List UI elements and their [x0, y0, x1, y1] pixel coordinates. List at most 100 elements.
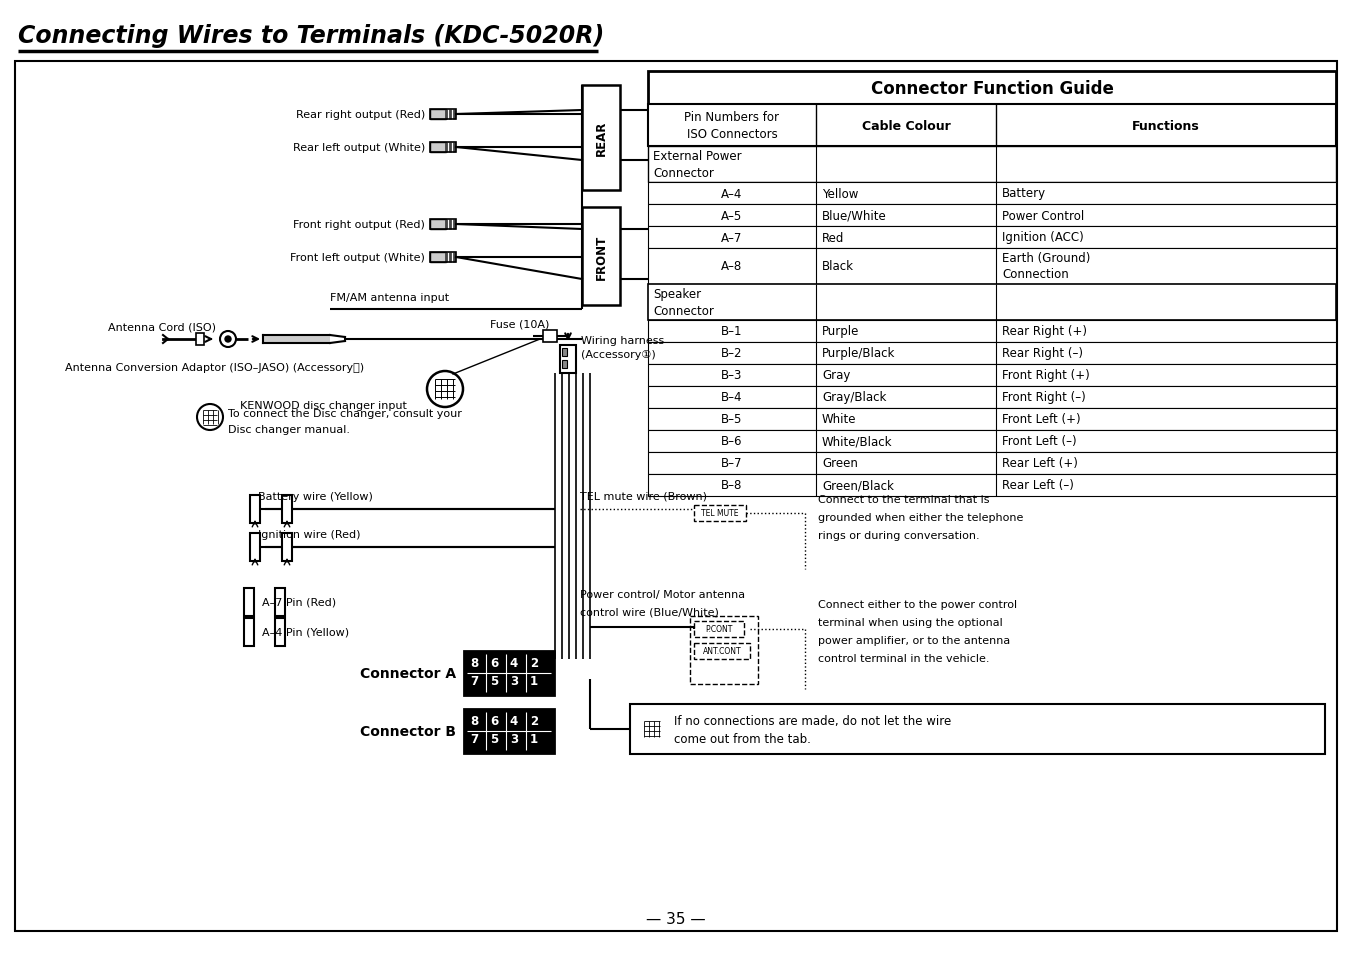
Bar — [690, 617, 758, 684]
Text: White/Black: White/Black — [822, 435, 892, 448]
Text: If no connections are made, do not let the wire: If no connections are made, do not let t… — [675, 715, 952, 728]
Text: A–7: A–7 — [722, 232, 742, 244]
Bar — [464, 651, 554, 696]
Text: ANT.CONT: ANT.CONT — [703, 647, 741, 656]
Bar — [250, 534, 260, 561]
Text: 8: 8 — [470, 657, 479, 670]
Bar — [581, 86, 621, 191]
Bar — [648, 147, 1336, 183]
Text: Connector B: Connector B — [360, 724, 456, 739]
Bar — [648, 409, 1336, 431]
Bar — [243, 618, 254, 646]
Text: Rear Left (–): Rear Left (–) — [1002, 479, 1073, 492]
Text: B–8: B–8 — [722, 479, 742, 492]
Text: — 35 —: — 35 — — [646, 911, 706, 926]
Bar — [560, 346, 576, 374]
Text: P.CONT: P.CONT — [706, 625, 733, 634]
Text: TEL MUTE: TEL MUTE — [702, 509, 738, 518]
Text: 7: 7 — [470, 733, 479, 745]
Text: Rear Right (+): Rear Right (+) — [1002, 325, 1087, 338]
Text: Connector Function Guide: Connector Function Guide — [871, 79, 1114, 97]
Text: Connecting Wires to Terminals (KDC-5020R): Connecting Wires to Terminals (KDC-5020R… — [18, 24, 604, 48]
Text: Pin Numbers for
ISO Connectors: Pin Numbers for ISO Connectors — [684, 111, 780, 141]
Text: Fuse (10A): Fuse (10A) — [489, 319, 549, 330]
Bar — [648, 249, 1336, 285]
Text: Wiring harness
(Accessory①): Wiring harness (Accessory①) — [581, 336, 664, 359]
Text: 6: 6 — [489, 715, 498, 728]
Text: 2: 2 — [530, 715, 538, 728]
Bar — [694, 643, 750, 659]
Text: Purple/Black: Purple/Black — [822, 347, 895, 360]
Bar — [648, 183, 1336, 205]
Bar — [544, 331, 557, 343]
Bar — [648, 343, 1336, 365]
Bar — [648, 71, 1336, 105]
Text: Battery wire (Yellow): Battery wire (Yellow) — [258, 492, 373, 501]
Text: Rear Left (+): Rear Left (+) — [1002, 457, 1078, 470]
Text: B–2: B–2 — [721, 347, 742, 360]
Text: Rear Right (–): Rear Right (–) — [1002, 347, 1083, 360]
Text: Cable Colour: Cable Colour — [861, 119, 950, 132]
Text: 3: 3 — [510, 675, 518, 688]
Text: 3: 3 — [510, 733, 518, 745]
Bar — [264, 336, 330, 343]
Text: Connector A: Connector A — [360, 666, 456, 680]
Text: come out from the tab.: come out from the tab. — [675, 733, 811, 745]
Text: Front Right (–): Front Right (–) — [1002, 391, 1086, 404]
Text: 5: 5 — [489, 733, 498, 745]
Text: Green/Black: Green/Black — [822, 479, 894, 492]
Bar — [430, 143, 446, 152]
Text: A–4 Pin (Yellow): A–4 Pin (Yellow) — [262, 627, 349, 638]
Text: 4: 4 — [510, 715, 518, 728]
Bar — [430, 110, 446, 120]
Bar — [430, 253, 456, 263]
Bar — [581, 208, 621, 306]
Text: Green: Green — [822, 457, 859, 470]
Bar — [648, 205, 1336, 227]
Bar — [430, 220, 456, 230]
Text: Antenna Cord (ISO): Antenna Cord (ISO) — [108, 323, 216, 333]
Text: control terminal in the vehicle.: control terminal in the vehicle. — [818, 654, 990, 663]
Text: B–6: B–6 — [721, 435, 742, 448]
Text: terminal when using the optional: terminal when using the optional — [818, 618, 1003, 627]
Text: Earth (Ground)
Connection: Earth (Ground) Connection — [1002, 253, 1090, 281]
Text: Power Control: Power Control — [1002, 210, 1084, 222]
Text: FRONT: FRONT — [595, 234, 607, 279]
Bar — [694, 621, 744, 638]
Bar — [694, 505, 746, 521]
Text: B–1: B–1 — [721, 325, 742, 338]
Text: A–4: A–4 — [722, 188, 742, 200]
Text: grounded when either the telephone: grounded when either the telephone — [818, 513, 1023, 522]
Text: Black: Black — [822, 260, 854, 274]
Text: 6: 6 — [489, 657, 498, 670]
Bar — [648, 453, 1336, 475]
Bar — [274, 618, 285, 646]
Text: Battery: Battery — [1002, 188, 1046, 200]
Text: Blue/White: Blue/White — [822, 210, 887, 222]
Text: B–5: B–5 — [722, 413, 742, 426]
Text: REAR: REAR — [595, 121, 607, 156]
Text: 2: 2 — [530, 657, 538, 670]
Bar — [630, 704, 1325, 754]
Bar — [430, 220, 446, 230]
Bar — [648, 105, 1336, 147]
Circle shape — [224, 336, 231, 343]
Text: TEL mute wire (Brown): TEL mute wire (Brown) — [580, 492, 707, 501]
Text: Front Left (–): Front Left (–) — [1002, 435, 1076, 448]
Text: A–7 Pin (Red): A–7 Pin (Red) — [262, 598, 337, 607]
Text: Speaker
Connector: Speaker Connector — [653, 288, 714, 317]
Circle shape — [197, 405, 223, 431]
Bar — [648, 431, 1336, 453]
Bar — [648, 365, 1336, 387]
Bar — [464, 709, 554, 753]
Bar — [250, 496, 260, 523]
Bar — [283, 534, 292, 561]
Bar — [243, 588, 254, 617]
Bar — [196, 334, 204, 346]
Text: 1: 1 — [530, 733, 538, 745]
Bar — [283, 496, 292, 523]
Text: White: White — [822, 413, 857, 426]
Text: Rear right output (Red): Rear right output (Red) — [296, 110, 425, 120]
Text: To connect the Disc changer, consult your: To connect the Disc changer, consult you… — [228, 409, 462, 418]
Text: A–8: A–8 — [722, 260, 742, 274]
